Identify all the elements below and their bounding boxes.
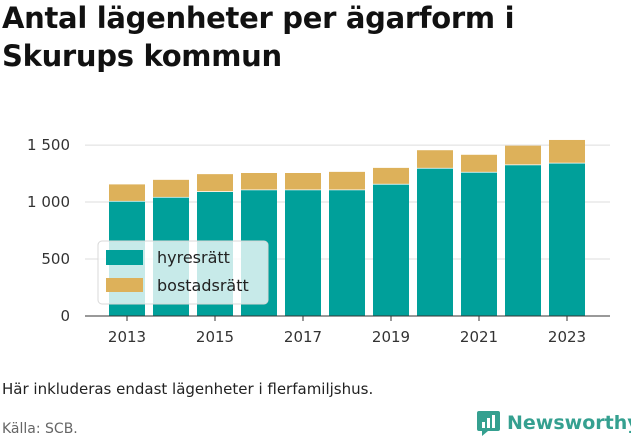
bar-hyresratt-2018 xyxy=(329,189,365,316)
bar-hyresratt-2020 xyxy=(417,167,453,316)
bar-hyresratt-2023 xyxy=(549,162,585,316)
bar-bostadsratt-2014 xyxy=(153,179,189,197)
newsworthy-logo-icon xyxy=(477,410,500,436)
y-tick-label: 0 xyxy=(60,307,70,325)
bar-bostadsratt-2016 xyxy=(241,173,277,190)
legend-swatch-hyresratt xyxy=(106,250,143,265)
y-tick-label: 1 000 xyxy=(27,193,70,211)
footnote: Här inkluderas endast lägenheter i flerf… xyxy=(2,380,374,398)
bar-hyresratt-2021 xyxy=(461,171,497,316)
newsworthy-brand[interactable]: Newsworthy xyxy=(476,408,631,438)
x-axis-labels: 2013 2015 2017 2019 2021 2023 xyxy=(108,316,586,346)
x-tick-label: 2013 xyxy=(108,328,146,346)
y-tick-label: 500 xyxy=(41,250,70,268)
bar-bostadsratt-2021 xyxy=(461,154,497,172)
bar-bostadsratt-2020 xyxy=(417,150,453,168)
chart-title: Antal lägenheter per ägarform i Skurups … xyxy=(2,1,515,73)
bar-bostadsratt-2023 xyxy=(549,139,585,163)
bar-bostadsratt-2015 xyxy=(197,174,233,192)
bar-hyresratt-2019 xyxy=(373,183,409,316)
brand-name: Newsworthy xyxy=(507,412,631,434)
bar-bostadsratt-2017 xyxy=(285,173,321,190)
bar-bostadsratt-2022 xyxy=(505,145,541,165)
bar-hyresratt-2017 xyxy=(285,189,321,316)
bar-bostadsratt-2019 xyxy=(373,167,409,184)
bar-bostadsratt-2018 xyxy=(329,171,365,190)
x-tick-label: 2017 xyxy=(284,328,322,346)
legend-label-hyresratt: hyresrätt xyxy=(157,248,230,267)
x-tick-label: 2019 xyxy=(372,328,410,346)
legend-swatch-bostadsratt xyxy=(106,278,143,292)
x-tick-label: 2015 xyxy=(196,328,234,346)
x-tick-label: 2023 xyxy=(548,328,586,346)
x-tick-label: 2021 xyxy=(460,328,498,346)
legend: hyresrätt bostadsrätt xyxy=(97,240,269,305)
y-tick-label: 1 500 xyxy=(27,136,70,154)
bar-bostadsratt-2013 xyxy=(109,184,145,201)
source-credit: Källa: SCB. xyxy=(2,421,78,437)
legend-label-bostadsratt: bostadsrätt xyxy=(157,276,249,295)
y-axis-labels: 0 500 1 000 1 500 xyxy=(27,136,70,325)
bar-hyresratt-2022 xyxy=(505,164,541,316)
